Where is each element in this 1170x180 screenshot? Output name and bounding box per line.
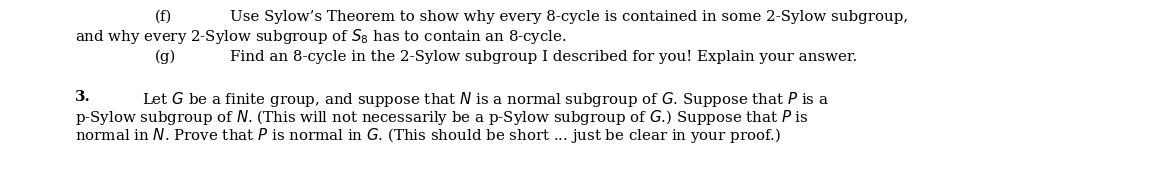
Text: Let $G$ be a finite group, and suppose that $N$ is a normal subgroup of $G$. Sup: Let $G$ be a finite group, and suppose t…	[142, 90, 828, 109]
Text: p-Sylow subgroup of $N$. (This will not necessarily be a p-Sylow subgroup of $G$: p-Sylow subgroup of $N$. (This will not …	[75, 108, 808, 127]
Text: (f): (f)	[154, 10, 172, 24]
Text: and why every 2-Sylow subgroup of $S_8$ has to contain an 8-cycle.: and why every 2-Sylow subgroup of $S_8$ …	[75, 27, 566, 46]
Text: 3.: 3.	[75, 90, 91, 104]
Text: (g): (g)	[154, 50, 177, 64]
Text: Find an 8-cycle in the 2-Sylow subgroup I described for you! Explain your answer: Find an 8-cycle in the 2-Sylow subgroup …	[230, 50, 858, 64]
Text: normal in $N$. Prove that $P$ is normal in $G$. (This should be short ... just b: normal in $N$. Prove that $P$ is normal …	[75, 126, 782, 145]
Text: Use Sylow’s Theorem to show why every 8-cycle is contained in some 2-Sylow subgr: Use Sylow’s Theorem to show why every 8-…	[230, 10, 908, 24]
